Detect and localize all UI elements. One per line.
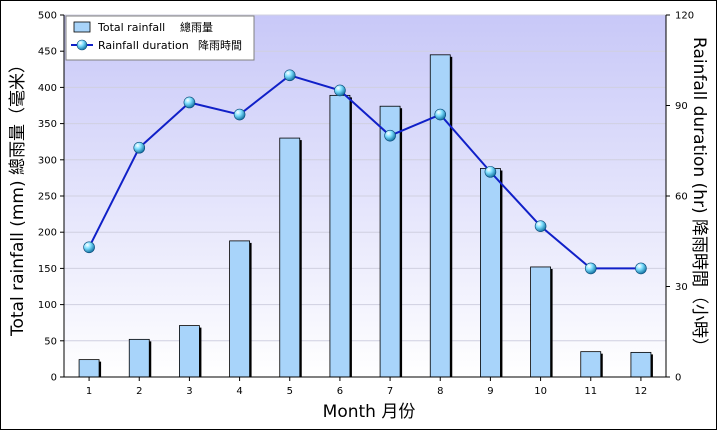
- duration-point: [283, 69, 296, 82]
- legend-duration-label-zh: 降雨時間: [198, 38, 242, 52]
- x-tick-label: 1: [86, 386, 92, 397]
- duration-line: [88, 74, 641, 270]
- duration-point: [384, 129, 396, 142]
- x-tick-label: 12: [635, 386, 648, 397]
- x-tick-label: 8: [437, 386, 443, 397]
- right-axis-title: Rainfall duration (hr) 降雨時間（小時）: [689, 37, 709, 355]
- bar: [78, 359, 100, 378]
- duration-point: [183, 96, 196, 109]
- bar: [329, 94, 351, 378]
- x-tick-label: 7: [387, 386, 393, 397]
- bar: [429, 54, 451, 378]
- right-tick-label: 30: [675, 282, 688, 293]
- duration-point: [434, 108, 447, 121]
- legend: Total rainfall 總雨量 Rainfall duration 降雨時…: [65, 15, 255, 61]
- legend-rainfall-label-zh: 總雨量: [180, 20, 213, 34]
- x-ticks: 1 2 3 4 5 6 7 8 9 10 11 12: [86, 377, 647, 397]
- bar-series: [78, 54, 653, 378]
- x-tick-label: 4: [236, 386, 242, 397]
- right-tick-label: 90: [675, 101, 688, 112]
- bar: [229, 240, 250, 378]
- left-tick-label: 500: [38, 11, 57, 22]
- bar: [580, 351, 602, 378]
- right-tick-label: 60: [675, 192, 688, 203]
- x-tick-label: 11: [584, 386, 597, 397]
- duration-point: [233, 108, 246, 121]
- left-y-ticks: 0 50 100 150 200 250 300 350 400 450 500: [38, 11, 64, 384]
- left-axis-title: Total rainfall (mm) 總雨量（毫米）: [8, 56, 28, 337]
- left-tick-label: 150: [38, 264, 57, 275]
- bar: [379, 105, 401, 378]
- duration-point: [534, 220, 547, 232]
- left-tick-label: 350: [38, 119, 57, 130]
- x-tick-label: 5: [287, 386, 293, 397]
- left-tick-label: 50: [44, 336, 57, 347]
- bar: [630, 351, 652, 378]
- duration-point: [584, 262, 597, 275]
- duration-point: [334, 84, 346, 97]
- legend-box: [65, 15, 255, 61]
- duration-point: [83, 241, 95, 254]
- line-series: [83, 69, 647, 275]
- legend-bar-swatch: [73, 21, 91, 33]
- bar: [128, 338, 150, 378]
- left-tick-label: 450: [38, 47, 57, 58]
- x-tick-label: 9: [487, 386, 493, 397]
- left-tick-label: 200: [38, 228, 57, 239]
- x-axis-title: Month 月份: [323, 402, 416, 422]
- left-tick-label: 400: [38, 83, 57, 94]
- bar: [480, 168, 501, 378]
- duration-point: [484, 166, 497, 178]
- duration-point: [635, 262, 647, 275]
- x-tick-label: 2: [136, 386, 142, 397]
- bar: [179, 325, 200, 378]
- x-tick-label: 10: [534, 386, 547, 397]
- x-tick-label: 6: [337, 386, 343, 397]
- duration-point: [133, 141, 146, 154]
- left-tick-label: 250: [38, 192, 57, 203]
- left-tick-label: 0: [51, 373, 57, 384]
- right-tick-label: 120: [675, 11, 694, 22]
- legend-rainfall-label: Total rainfall: [97, 21, 165, 34]
- legend-line-marker: [76, 39, 88, 51]
- right-tick-label: 0: [675, 373, 681, 384]
- left-tick-label: 300: [38, 155, 57, 166]
- left-tick-label: 100: [38, 300, 57, 311]
- bar: [279, 137, 301, 378]
- x-tick-label: 3: [186, 386, 192, 397]
- bar: [530, 266, 551, 378]
- right-y-ticks: 0 30 60 90 120: [666, 11, 694, 384]
- legend-duration-label: Rainfall duration: [98, 39, 189, 52]
